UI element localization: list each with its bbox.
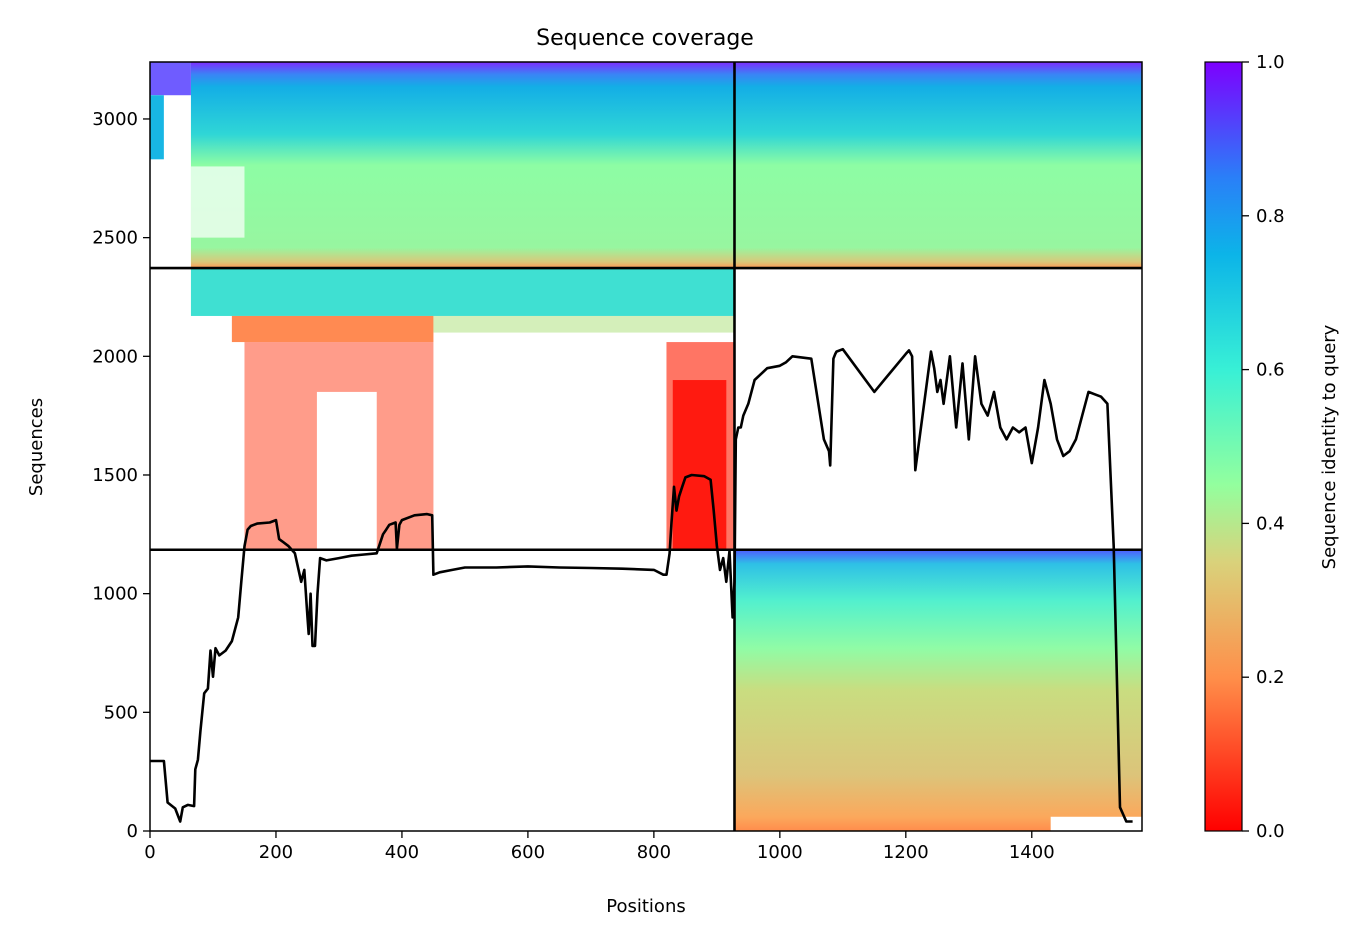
x-tick-label: 0 [144,842,155,863]
x-axis-label: Positions [606,896,685,917]
heatmap-gap [1050,816,1142,831]
colorbar-tick-label: 0.6 [1256,360,1285,381]
heatmap-block-top-left-edge [150,62,191,96]
x-tick-label: 1000 [757,842,803,863]
heatmap-block-top-right [734,62,1142,269]
y-tick-label: 1500 [92,465,138,486]
heatmap-gap [190,166,245,238]
y-tick-label: 2500 [92,228,138,249]
colorbar [1204,61,1243,832]
y-axis-label: Sequences [26,398,47,496]
heatmap-block-mid-left-band [433,315,735,333]
x-tick-label: 800 [637,842,671,863]
x-axis-ticks: 0 200 400 600 800 1000 1200 1400 [144,831,1055,863]
colorbar-label: Sequence identity to query [1319,324,1340,569]
chart-title: Sequence coverage [536,26,754,51]
chain-boundaries [150,62,1142,831]
plot-frame [149,61,1143,832]
x-tick-label: 1200 [883,842,929,863]
coverage-line-group [150,347,1133,823]
heatmap-gap [316,391,377,550]
colorbar-tick-label: 0.4 [1256,513,1285,534]
x-tick-label: 600 [511,842,545,863]
colorbar-tick-label: 0.8 [1256,206,1285,227]
y-tick-label: 500 [104,702,138,723]
colorbar-ticks: 0.0 0.2 0.4 0.6 0.8 1.0 [1242,52,1285,842]
heatmap-block-bottom-right [734,549,1142,831]
y-tick-label: 1000 [92,584,138,605]
y-tick-label: 0 [127,821,138,842]
x-tick-label: 400 [385,842,419,863]
x-tick-label: 1400 [1009,842,1055,863]
colorbar-tick-label: 0.2 [1256,667,1285,688]
y-axis-ticks: 0 500 1000 1500 2000 2500 3000 [92,109,150,842]
coverage-line [150,347,1133,823]
x-tick-label: 200 [259,842,293,863]
heatmap-block-top-left [190,62,735,269]
coverage-heatmap [150,62,1142,831]
heatmap-block-mid-left-orange [231,315,434,343]
heatmap-block-mid-left-red-dense [672,380,727,550]
heatmap-block-mid-left-top [190,268,735,316]
y-tick-label: 2000 [92,346,138,367]
colorbar-tick-label: 1.0 [1256,52,1285,73]
colorbar-tick-label: 0.0 [1256,821,1285,842]
y-tick-label: 3000 [92,109,138,130]
heatmap-block-top-left-edge [150,95,164,160]
